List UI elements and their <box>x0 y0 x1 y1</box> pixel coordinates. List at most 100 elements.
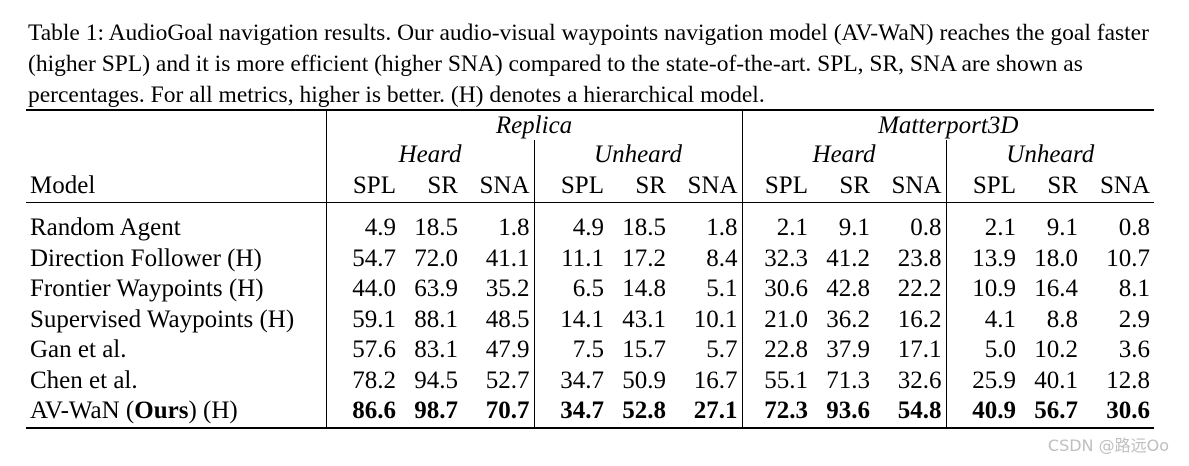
model-name: Direction Follower (H) <box>30 244 262 272</box>
metric-value: 0.8 <box>1118 214 1150 241</box>
metric-value: 40.1 <box>1034 366 1078 394</box>
metric-value: 15.7 <box>622 336 666 363</box>
condition-header: Unheard <box>533 140 742 170</box>
metric-value: 42.8 <box>826 275 870 302</box>
metric-value: 25.9 <box>945 365 1020 396</box>
metric-value: 30.6 <box>741 274 812 305</box>
metric-value: 1.8 <box>706 214 738 241</box>
metric-value: 44.0 <box>325 274 400 305</box>
condition-header: Heard <box>741 140 946 170</box>
table-row-ours: AV-WaN (Ours) (H) 86.6 98.7 70.7 34.7 52… <box>26 396 1154 428</box>
metric-value: 27.1 <box>693 397 738 424</box>
metric-value: 41.1 <box>485 244 530 272</box>
metric-value: 72.3 <box>741 396 812 428</box>
metric-value: 1.8 <box>498 214 530 241</box>
metric-value: 16.2 <box>897 305 942 333</box>
metric-value: 56.7 <box>1034 397 1078 424</box>
table-row: Frontier Waypoints (H) 44.0 63.9 35.2 6.… <box>26 274 1154 305</box>
metric-value: 93.6 <box>826 397 870 424</box>
table-row: Gan et al. 57.6 83.1 47.9 7.5 15.7 5.7 2… <box>26 335 1154 366</box>
metric-value: 3.6 <box>1118 336 1150 363</box>
metric-value: 10.9 <box>945 274 1020 305</box>
table-row: Chen et al. 78.2 94.5 52.7 34.7 50.9 16.… <box>26 365 1154 396</box>
model-column-header: Model <box>30 172 96 199</box>
results-table: Replica Matterport3D Heard Unheard Heard… <box>26 109 1154 430</box>
metric-value: 4.9 <box>533 213 608 244</box>
metric-value: 5.1 <box>706 275 738 302</box>
model-name: Gan et al. <box>30 336 127 363</box>
table-row: Supervised Waypoints (H) 59.1 88.1 48.5 … <box>26 304 1154 335</box>
metric-value: 18.5 <box>622 214 666 241</box>
model-name: Supervised Waypoints (H) <box>30 305 295 333</box>
metric-value: 48.5 <box>485 305 530 333</box>
metric-value: 88.1 <box>414 305 458 333</box>
metric-value: 63.9 <box>414 275 458 302</box>
metric-value: 54.8 <box>897 397 942 424</box>
metric-value: 55.1 <box>741 365 812 396</box>
metric-header: SPL <box>325 170 400 203</box>
metric-value: 10.7 <box>1106 244 1150 272</box>
metric-value: 57.6 <box>325 335 400 366</box>
metric-value: 32.6 <box>897 366 942 394</box>
model-name-prefix: AV-WaN ( <box>30 397 135 424</box>
metric-value: 72.0 <box>414 244 458 272</box>
metric-value: 71.3 <box>826 366 870 394</box>
metric-value: 22.2 <box>897 275 942 302</box>
model-name: AV-WaN (Ours) (H) <box>26 396 326 428</box>
metric-header-row: Model SPL SR SNA SPL SR SNA SPL SR SNA S… <box>26 170 1154 203</box>
metric-header: SR <box>1047 172 1078 199</box>
metric-value: 34.7 <box>533 396 608 428</box>
model-name-ours: Ours <box>134 397 189 424</box>
metric-value: 54.7 <box>325 243 400 274</box>
metric-value: 5.0 <box>945 335 1020 366</box>
metric-header: SPL <box>741 170 812 203</box>
metric-value: 9.1 <box>1046 214 1078 241</box>
metric-header: SR <box>427 172 458 199</box>
metric-value: 21.0 <box>741 304 812 335</box>
metric-value: 10.2 <box>1034 336 1078 363</box>
metric-value: 11.1 <box>533 243 608 274</box>
metric-value: 94.5 <box>414 366 458 394</box>
metric-header: SR <box>839 172 870 199</box>
metric-value: 30.6 <box>1106 397 1150 424</box>
metric-value: 78.2 <box>325 365 400 396</box>
metric-value: 40.9 <box>945 396 1020 428</box>
metric-header: SNA <box>687 172 738 199</box>
model-name: Frontier Waypoints (H) <box>30 275 264 302</box>
metric-value: 37.9 <box>826 336 870 363</box>
metric-value: 70.7 <box>485 397 530 424</box>
table-row: Direction Follower (H) 54.7 72.0 41.1 11… <box>26 243 1154 274</box>
model-name: Random Agent <box>30 214 181 241</box>
watermark: CSDN @路远Oo <box>1047 436 1169 455</box>
metric-value: 86.6 <box>325 396 400 428</box>
metric-value: 13.9 <box>945 243 1020 274</box>
metric-header: SNA <box>479 172 530 199</box>
metric-value: 9.1 <box>838 214 870 241</box>
metric-value: 23.8 <box>897 244 942 272</box>
metric-value: 18.5 <box>414 214 458 241</box>
metric-value: 4.9 <box>325 213 400 244</box>
model-name: Chen et al. <box>30 366 138 394</box>
dataset-header-matterport3d: Matterport3D <box>741 111 1154 140</box>
metric-value: 43.1 <box>622 305 666 333</box>
metric-value: 7.5 <box>533 335 608 366</box>
condition-header-row: Heard Unheard Heard Unheard <box>26 140 1154 170</box>
metric-value: 98.7 <box>414 397 458 424</box>
metric-value: 17.1 <box>897 336 942 363</box>
metric-value: 34.7 <box>533 365 608 396</box>
metric-value: 0.8 <box>910 214 942 241</box>
metric-value: 16.4 <box>1034 275 1078 302</box>
metric-value: 59.1 <box>325 304 400 335</box>
metric-value: 5.7 <box>706 336 738 363</box>
metric-value: 22.8 <box>741 335 812 366</box>
metric-value: 52.8 <box>622 397 666 424</box>
metric-value: 16.7 <box>693 366 738 394</box>
metric-value: 12.8 <box>1106 366 1150 394</box>
metric-value: 32.3 <box>741 243 812 274</box>
metric-value: 36.2 <box>826 305 870 333</box>
metric-value: 2.9 <box>1118 305 1150 333</box>
metric-value: 8.8 <box>1046 305 1078 333</box>
dataset-header-row: Replica Matterport3D <box>26 111 1154 140</box>
metric-value: 6.5 <box>533 274 608 305</box>
metric-value: 8.1 <box>1118 275 1150 302</box>
